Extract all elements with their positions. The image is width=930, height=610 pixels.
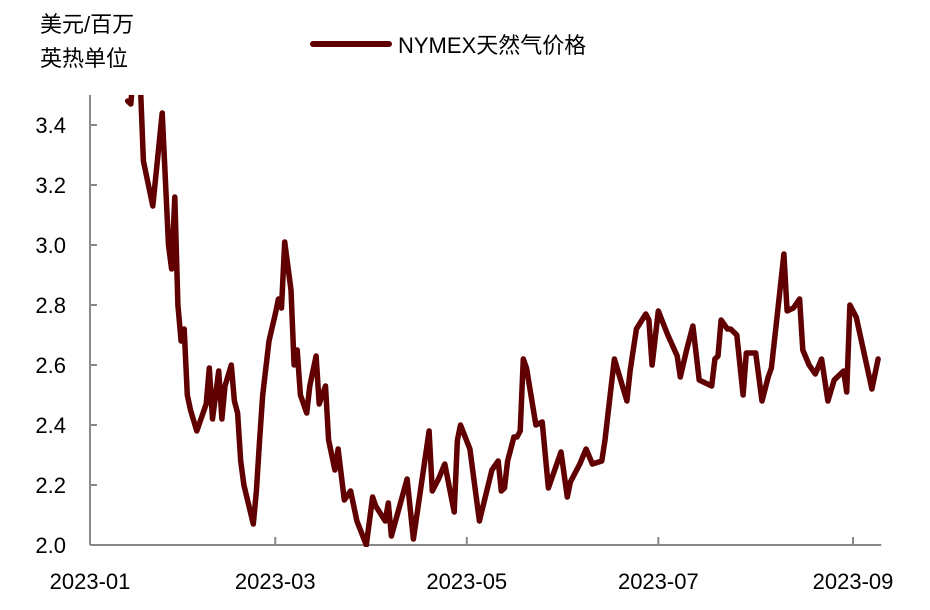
y-tick-label: 3.4	[35, 113, 66, 138]
legend-swatch	[310, 41, 392, 47]
legend: NYMEX天然气价格	[310, 28, 586, 60]
y-axis-unit-line-1: 美元/百万	[40, 12, 135, 37]
x-tick-label: 2023-01	[50, 569, 131, 594]
y-tick-label: 2.8	[35, 293, 66, 318]
y-tick-label: 2.4	[35, 413, 66, 438]
x-tick-label: 2023-05	[426, 569, 507, 594]
y-tick-label: 2.6	[35, 353, 66, 378]
y-tick-label: 2.0	[35, 533, 66, 558]
x-tick-label: 2023-03	[235, 569, 316, 594]
x-tick-label: 2023-07	[618, 569, 699, 594]
y-tick-label: 2.2	[35, 473, 66, 498]
legend-label: NYMEX天然气价格	[398, 33, 587, 58]
y-axis-unit-label: 美元/百万 英热单位	[40, 8, 134, 76]
series-line	[124, 95, 881, 547]
x-tick-label: 2023-09	[813, 569, 894, 594]
y-tick-label: 3.2	[35, 173, 66, 198]
y-axis-unit-line-2: 英热单位	[40, 46, 129, 71]
y-tick-label: 3.0	[35, 233, 66, 258]
